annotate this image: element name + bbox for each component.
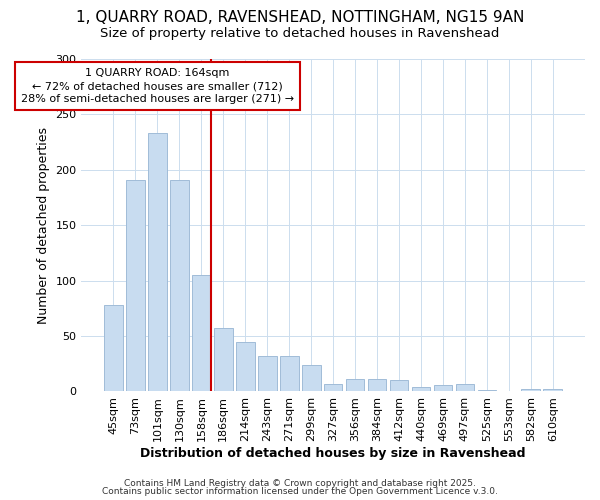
Bar — [389, 380, 409, 392]
Text: 1, QUARRY ROAD, RAVENSHEAD, NOTTINGHAM, NG15 9AN: 1, QUARRY ROAD, RAVENSHEAD, NOTTINGHAM, … — [76, 10, 524, 25]
Bar — [434, 385, 452, 392]
Bar — [280, 356, 299, 392]
Bar — [302, 365, 320, 392]
Bar — [368, 380, 386, 392]
Bar — [214, 328, 233, 392]
Bar — [236, 342, 254, 392]
Bar — [258, 356, 277, 392]
Text: Size of property relative to detached houses in Ravenshead: Size of property relative to detached ho… — [100, 28, 500, 40]
Bar — [170, 180, 189, 392]
Bar — [544, 389, 562, 392]
Bar — [478, 390, 496, 392]
Bar — [521, 389, 540, 392]
Bar — [104, 305, 123, 392]
Bar — [346, 380, 364, 392]
Bar — [324, 384, 343, 392]
Text: Contains public sector information licensed under the Open Government Licence v.: Contains public sector information licen… — [102, 487, 498, 496]
Bar — [148, 133, 167, 392]
X-axis label: Distribution of detached houses by size in Ravenshead: Distribution of detached houses by size … — [140, 447, 526, 460]
Bar — [455, 384, 474, 392]
Bar — [412, 387, 430, 392]
Text: 1 QUARRY ROAD: 164sqm
← 72% of detached houses are smaller (712)
28% of semi-det: 1 QUARRY ROAD: 164sqm ← 72% of detached … — [21, 68, 294, 104]
Bar — [192, 275, 211, 392]
Y-axis label: Number of detached properties: Number of detached properties — [37, 126, 50, 324]
Text: Contains HM Land Registry data © Crown copyright and database right 2025.: Contains HM Land Registry data © Crown c… — [124, 478, 476, 488]
Bar — [126, 180, 145, 392]
